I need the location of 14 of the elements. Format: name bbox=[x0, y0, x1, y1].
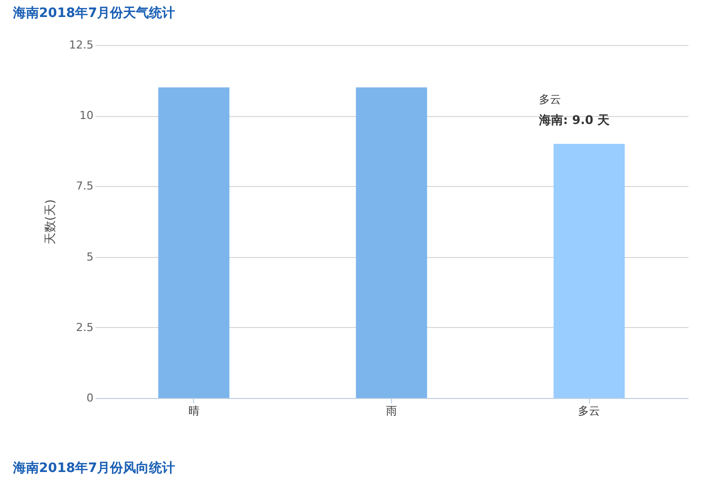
y-tick-label: 2.5 bbox=[76, 320, 94, 334]
text: 海南2018年7月份风向统计 bbox=[12, 460, 176, 476]
y-axis-title: 天数(天) bbox=[43, 199, 58, 245]
y-tick-label: 5 bbox=[86, 250, 94, 264]
y-tick-label: 10 bbox=[80, 109, 94, 122]
x-tick-label: 雨 bbox=[386, 404, 397, 418]
y-tick-label: 7.5 bbox=[76, 180, 94, 193]
y-tick-label: 12.5 bbox=[69, 38, 94, 52]
x-tick-label: 晴 bbox=[188, 404, 200, 418]
x-tick-label: 多云 bbox=[578, 404, 600, 418]
annotation: 多云 bbox=[539, 92, 562, 106]
annotation: 海南: 9.0 天 bbox=[538, 112, 611, 127]
y-tick-label: 0 bbox=[86, 392, 94, 404]
chart-title: 海南2018年7月份天气统计 bbox=[12, 5, 176, 21]
